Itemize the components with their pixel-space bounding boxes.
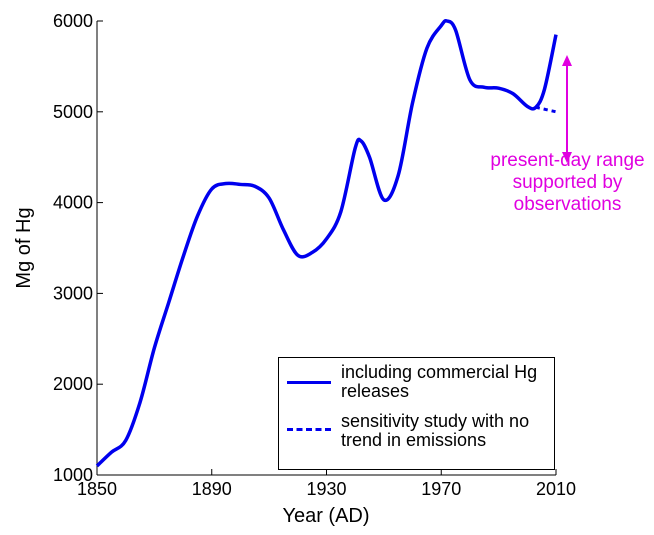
legend: including commercial Hg releases sensiti…	[278, 357, 555, 470]
legend-swatch	[287, 428, 331, 431]
x-tick-label: 2010	[536, 479, 576, 499]
y-tick-label: 6000	[53, 11, 93, 31]
y-tick-label: 4000	[53, 193, 93, 213]
data-line	[535, 105, 557, 114]
legend-swatch	[287, 381, 331, 384]
x-tick-label: 1890	[192, 479, 232, 499]
y-axis-label: Mg of Hg	[13, 207, 35, 288]
y-tick-label: 2000	[53, 374, 93, 394]
y-tick-label: 1000	[53, 465, 93, 485]
arrow-head	[562, 152, 572, 163]
arrow-head	[562, 55, 572, 66]
y-tick-label: 3000	[53, 283, 93, 303]
x-tick-label: 1970	[421, 479, 461, 499]
x-axis-label: Year (AD)	[282, 505, 369, 527]
annotation: present-day range supported by observati…	[490, 150, 645, 215]
legend-label: sensitivity study with no trend in emiss…	[341, 411, 530, 450]
legend-label: including commercial Hg releases	[341, 362, 538, 401]
x-tick-label: 1850	[77, 479, 117, 499]
y-tick-label: 5000	[53, 102, 93, 122]
data-line	[95, 19, 558, 468]
x-tick-label: 1930	[306, 479, 346, 499]
